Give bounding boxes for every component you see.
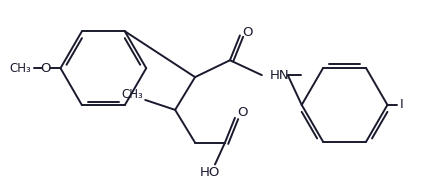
Text: O: O bbox=[242, 26, 252, 39]
Text: CH₃: CH₃ bbox=[121, 88, 143, 102]
Text: CH₃: CH₃ bbox=[10, 62, 32, 75]
Text: I: I bbox=[398, 98, 402, 111]
Text: O: O bbox=[40, 62, 51, 75]
Text: HO: HO bbox=[199, 166, 220, 179]
Text: O: O bbox=[236, 106, 247, 119]
Text: HN: HN bbox=[269, 69, 289, 82]
